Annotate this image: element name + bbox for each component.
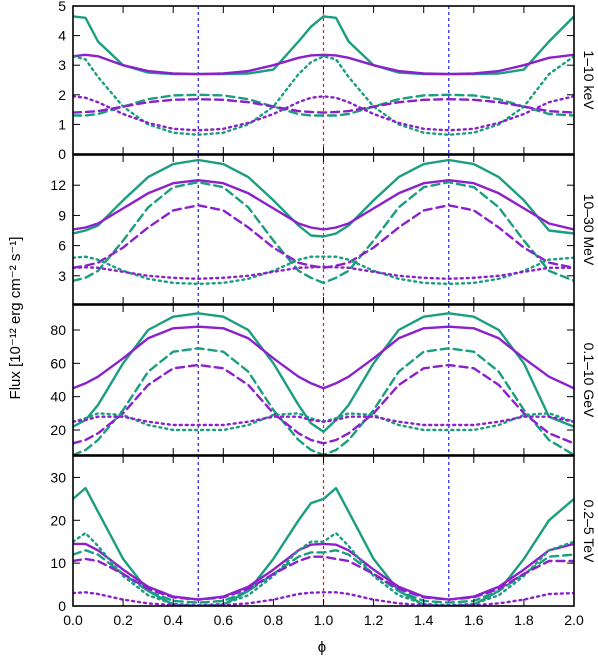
- panel-2: 3 6 9 12 10–30 MeV: [50, 154, 597, 305]
- x-tick-label: 1.4: [414, 612, 434, 628]
- series-line-green-dotted: [73, 255, 574, 286]
- panel-energy-label: 0.1–10 GeV: [581, 343, 597, 418]
- y-axis-title: Flux [10⁻¹² erg cm⁻² s⁻¹]: [7, 237, 24, 400]
- series-line-green-dashed: [73, 93, 574, 117]
- x-tick-label: 0.6: [214, 612, 234, 628]
- series-line-purple-dotted: [73, 591, 574, 606]
- series-line-green-dotted: [73, 531, 574, 606]
- series-line-purple-dotted: [73, 415, 574, 427]
- series-line-green-solid: [73, 158, 574, 238]
- y-tick-label: 2: [58, 87, 66, 103]
- series-line-green-dashed: [73, 347, 574, 455]
- series-group: [73, 312, 574, 455]
- x-tick-label: 0.0: [63, 612, 83, 628]
- panel-energy-label: 0.2–5 TeV: [581, 500, 597, 563]
- series-line-green-dashed: [73, 549, 574, 604]
- y-tick-label: 1: [58, 116, 66, 132]
- y-tick-label: 0: [58, 598, 66, 614]
- x-tick-label: 1.2: [364, 612, 384, 628]
- y-tick-label: 3: [58, 268, 66, 284]
- series-group: [73, 158, 574, 286]
- x-tick-label: 2.0: [564, 612, 584, 628]
- y-tick-label: 20: [50, 512, 66, 528]
- panel-energy-label: 10–30 MeV: [581, 194, 597, 266]
- y-tick-label: 80: [50, 322, 66, 338]
- panel-3: 20 40 60 80 0.1–10 GeV: [50, 304, 597, 456]
- series-line-purple-solid: [73, 325, 574, 390]
- y-tick-label: 6: [58, 238, 66, 254]
- series-line-purple-dotted: [73, 265, 574, 280]
- series-line-purple-dashed: [73, 98, 574, 114]
- y-tick-label: 60: [50, 355, 66, 371]
- y-tick-label: 40: [50, 389, 66, 405]
- y-tick-label: 5: [58, 0, 66, 14]
- series-line-purple-dashed: [73, 363, 574, 445]
- series-line-purple-solid: [73, 179, 574, 231]
- series-group: [73, 15, 574, 136]
- series-group: [73, 486, 574, 606]
- y-tick-label: 30: [50, 469, 66, 485]
- y-tick-label: 9: [58, 207, 66, 223]
- x-tick-label: 1.6: [464, 612, 484, 628]
- y-tick-label: 20: [50, 422, 66, 438]
- series-line-purple-dashed: [73, 555, 574, 601]
- y-tick-label: 10: [50, 555, 66, 571]
- y-tick-label: 4: [58, 28, 66, 44]
- series-line-purple-solid: [73, 53, 574, 76]
- series-line-purple-dotted: [73, 95, 574, 132]
- panel-1: 0 1 2 3 4 5 1–10 keV: [58, 0, 597, 162]
- y-tick-label: 3: [58, 57, 66, 73]
- x-tick-label: 0.4: [163, 612, 183, 628]
- series-line-green-dashed: [73, 181, 574, 285]
- series-line-green-dotted: [73, 55, 574, 136]
- x-tick-label: 1.8: [514, 612, 534, 628]
- panel-4: 0 10 20 30 0.0 0.2 0.4 0.6 0.8 1.0 1.2 1.4 1.6 1.8 2.0…: [50, 455, 597, 628]
- x-tick-label: 0.8: [264, 612, 284, 628]
- x-tick-label: 1.0: [314, 612, 334, 628]
- y-tick-label: 12: [50, 177, 66, 193]
- series-line-green-solid: [73, 312, 574, 433]
- x-tick-label: 0.2: [113, 612, 133, 628]
- y-tick-label: 0: [58, 146, 66, 162]
- x-axis-title: ϕ: [318, 639, 326, 656]
- panel-energy-label: 1–10 keV: [581, 50, 597, 110]
